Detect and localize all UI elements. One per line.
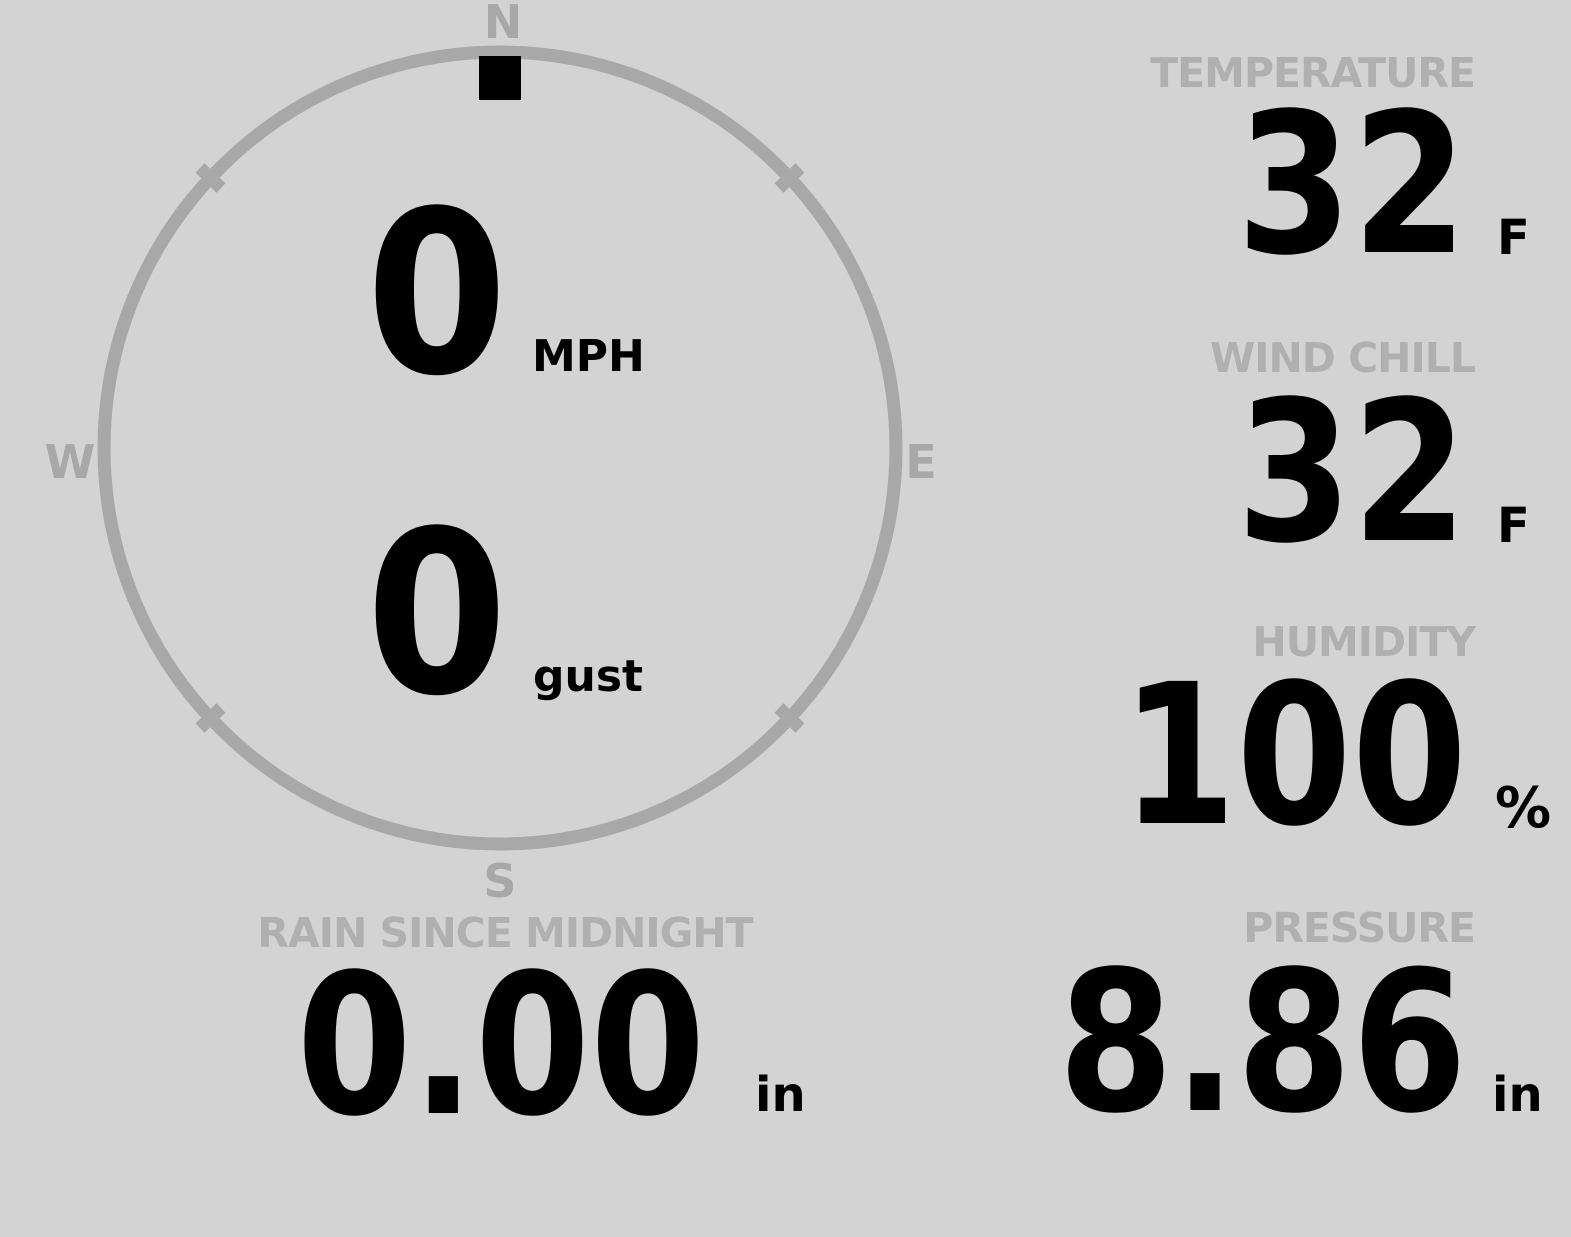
rain-label: RAIN SINCE MIDNIGHT	[257, 909, 753, 957]
wind-direction-marker-icon	[479, 56, 521, 100]
cardinal-s-label: S	[483, 854, 516, 908]
rain-unit: in	[755, 1067, 806, 1123]
wind-chill-label: WIND CHILL	[1209, 334, 1476, 382]
wind-gust-value: 0	[366, 483, 508, 746]
humidity-unit: %	[1495, 776, 1552, 841]
wind-speed-value: 0	[366, 163, 508, 426]
wind-speed-unit: MPH	[532, 331, 645, 382]
pressure-value: 8.86	[1058, 929, 1467, 1156]
cardinal-n-label: N	[484, 0, 523, 49]
cardinal-e-label: E	[905, 435, 936, 489]
cardinal-w-label: W	[45, 435, 96, 489]
wind-compass: N E S W	[45, 0, 937, 908]
wind-chill-unit: F	[1497, 498, 1530, 554]
humidity-value: 100	[1121, 642, 1467, 869]
compass-circle	[97, 45, 903, 851]
compass-tick-se	[774, 703, 805, 733]
pressure-label: PRESSURE	[1243, 904, 1476, 952]
wind-gust-unit: gust	[533, 651, 644, 702]
pressure-unit: in	[1492, 1067, 1543, 1123]
compass-tick-sw	[195, 703, 226, 733]
temperature-value: 32	[1236, 71, 1467, 298]
humidity-label: HUMIDITY	[1252, 618, 1476, 666]
compass-tick-nw	[195, 163, 226, 193]
temperature-unit: F	[1497, 210, 1530, 266]
compass-tick-ne	[774, 163, 805, 193]
temperature-label: TEMPERATURE	[1150, 49, 1476, 97]
rain-value: 0.00	[296, 932, 706, 1159]
wind-chill-value: 32	[1236, 359, 1467, 586]
